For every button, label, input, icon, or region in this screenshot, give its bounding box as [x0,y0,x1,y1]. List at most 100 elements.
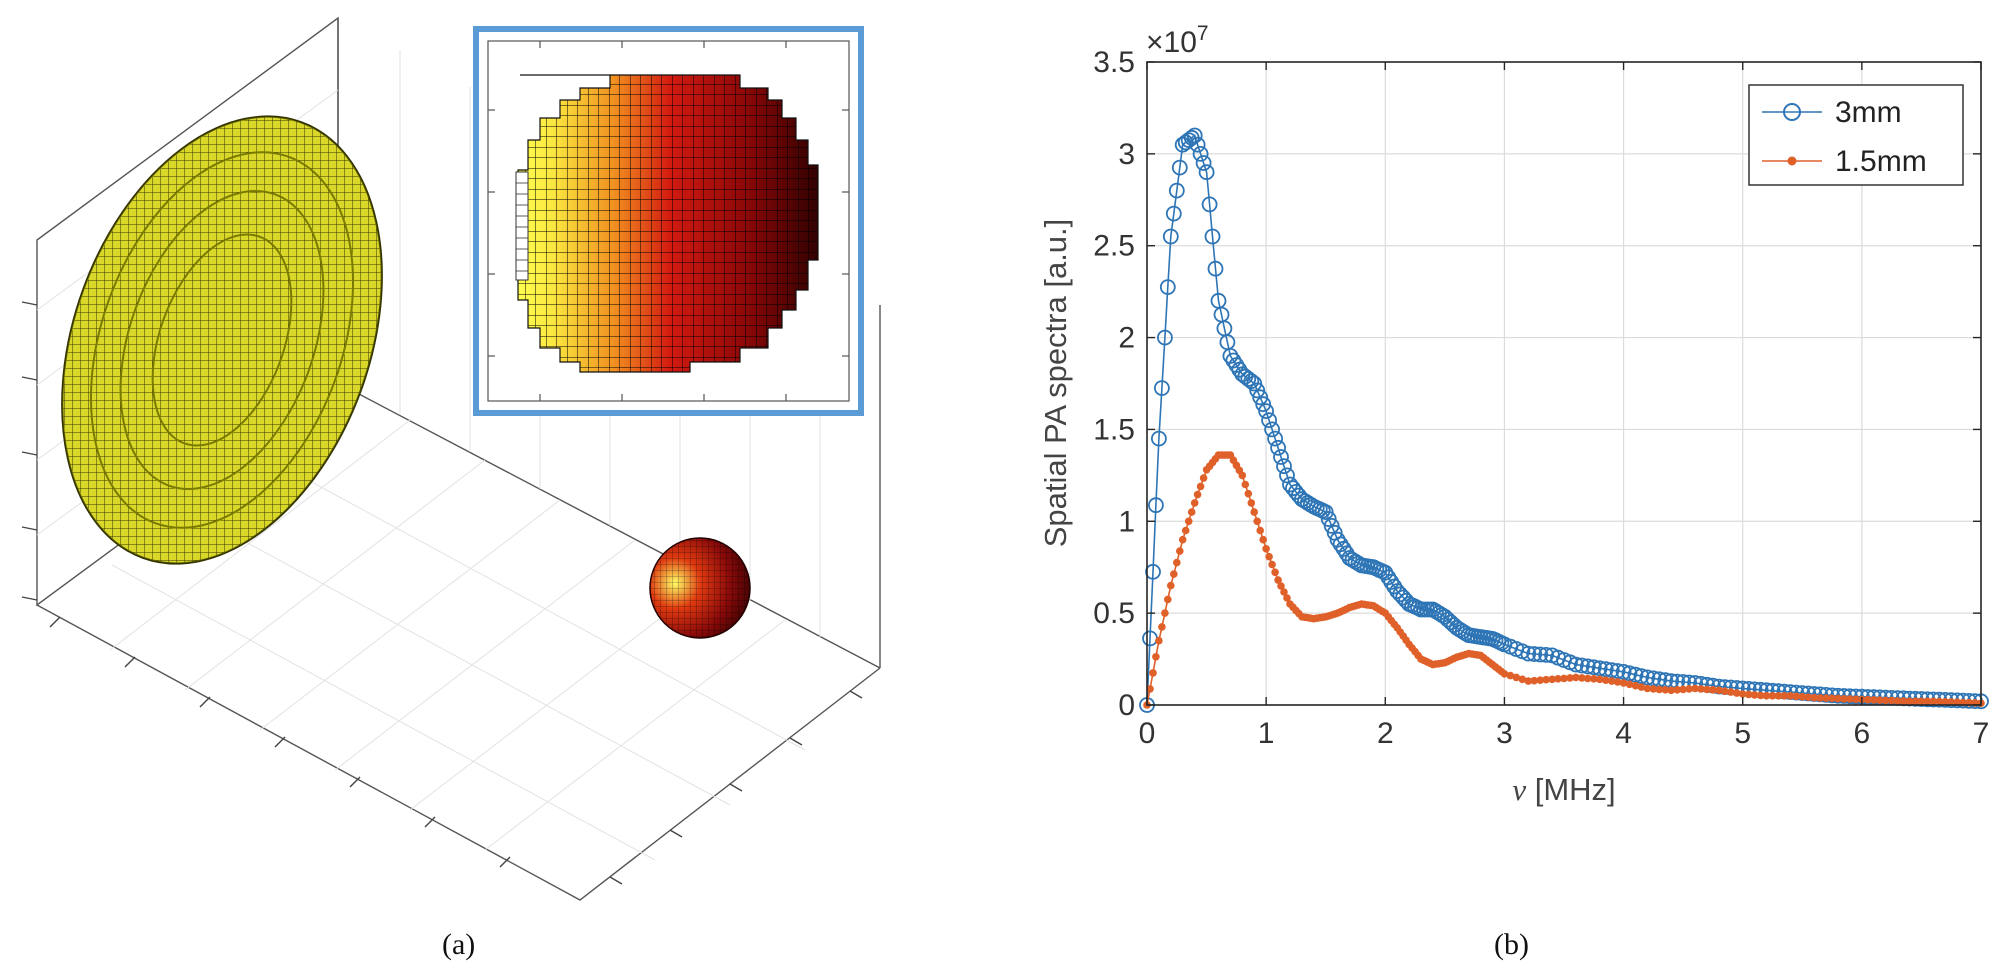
y-tick-label: 0 [1118,689,1135,722]
panel-b: 0 1 2 3 4 5 6 7 0 0.5 1 1.5 2 2.5 3 3.5 ×107 Spatial PA… [1000,0,2008,974]
data-point [1436,608,1453,625]
y-tick-label: 3.5 [1093,46,1135,79]
data-point [1264,421,1281,438]
data-point [1923,697,1932,706]
data-point [1147,497,1164,514]
data-point [1733,689,1741,697]
data-point [1887,696,1896,705]
data-point [1744,690,1753,699]
data-point [1247,499,1256,507]
data-point [1792,692,1801,701]
data-point [1655,685,1664,694]
data-point [1250,508,1258,516]
data-point [1601,676,1610,684]
data-point [1262,545,1270,553]
data-point [1619,679,1628,687]
data-point [1639,669,1656,686]
data-point [1905,697,1914,706]
data-point [1524,677,1533,685]
data-point [1816,694,1824,702]
data-point [1189,136,1206,153]
data-point [1261,412,1278,429]
panel-a: (a) [0,0,900,974]
data-point [1164,595,1172,604]
x-tick-label: 5 [1734,717,1751,750]
data-point [1935,697,1944,706]
data-point [1615,664,1632,680]
data-point [1201,196,1218,213]
data-point [1685,685,1693,693]
data-point [1259,535,1267,544]
data-point [1893,697,1902,705]
data-point [1512,673,1521,682]
data-point [1204,228,1221,245]
data-point [1273,449,1289,465]
data-point [1283,594,1291,602]
series-line [1146,134,1982,706]
data-point [1506,671,1515,680]
data-point [1834,694,1842,703]
data-point [1279,467,1295,484]
data-point [1798,692,1807,701]
data-point [1193,490,1202,499]
data-point [1271,568,1279,577]
data-point [1198,164,1215,181]
data-point [1199,474,1208,482]
data-point [1625,680,1634,689]
data-point [1864,695,1872,704]
data-point [1597,661,1614,678]
data-point [1738,690,1747,698]
data-point [1715,686,1723,695]
data-point [1554,675,1562,683]
axes-ticks [21,301,863,885]
data-point [1187,508,1196,516]
inset-cross-section [473,26,864,416]
data-point [1548,675,1556,684]
data-point [1691,684,1699,693]
data-point [1627,666,1644,683]
data-point [1941,698,1950,706]
data-point [1274,576,1282,584]
data-point [1870,696,1878,704]
data-point [1822,694,1830,702]
data-point [1270,439,1287,456]
data-point [1170,570,1178,578]
panel-a-caption: (a) [442,928,476,961]
data-point [1917,697,1926,706]
data-point [1667,686,1675,695]
data-point [1607,677,1616,685]
voxel-scene-3d [21,16,881,901]
data-point [1168,182,1185,199]
x-tick-label: 0 [1139,717,1156,750]
data-point [1584,674,1592,683]
chart-series [1139,127,1989,713]
spectra-chart: 0 1 2 3 4 5 6 7 0 0.5 1 1.5 2 2.5 3 3.5 ×107 Spatial PA… [1038,22,1989,807]
x-axis-symbol: ν [1512,772,1526,807]
data-point [1633,668,1650,684]
data-point [1162,228,1179,245]
data-point [1238,471,1247,480]
data-point [1574,657,1590,674]
data-point [1195,155,1212,171]
data-point [1153,380,1170,397]
data-point [1255,396,1272,413]
data-point [1265,552,1273,561]
data-point [1786,692,1795,700]
data-point [1276,458,1292,475]
data-point [1703,685,1711,694]
data-point [1156,329,1173,346]
data-point [1840,695,1848,703]
data-point [1631,681,1640,690]
data-point [1621,665,1638,682]
data-point [1532,646,1549,663]
data-point [1256,526,1264,535]
data-point [1181,526,1190,535]
x-tick-label: 4 [1615,717,1632,750]
data-point [1252,389,1269,406]
data-point [1161,609,1169,617]
data-point [1518,675,1527,684]
data-point [1268,560,1276,569]
legend: 3mm 1.5mm [1748,84,1964,186]
data-point [1709,686,1717,694]
data-point [1953,698,1961,706]
